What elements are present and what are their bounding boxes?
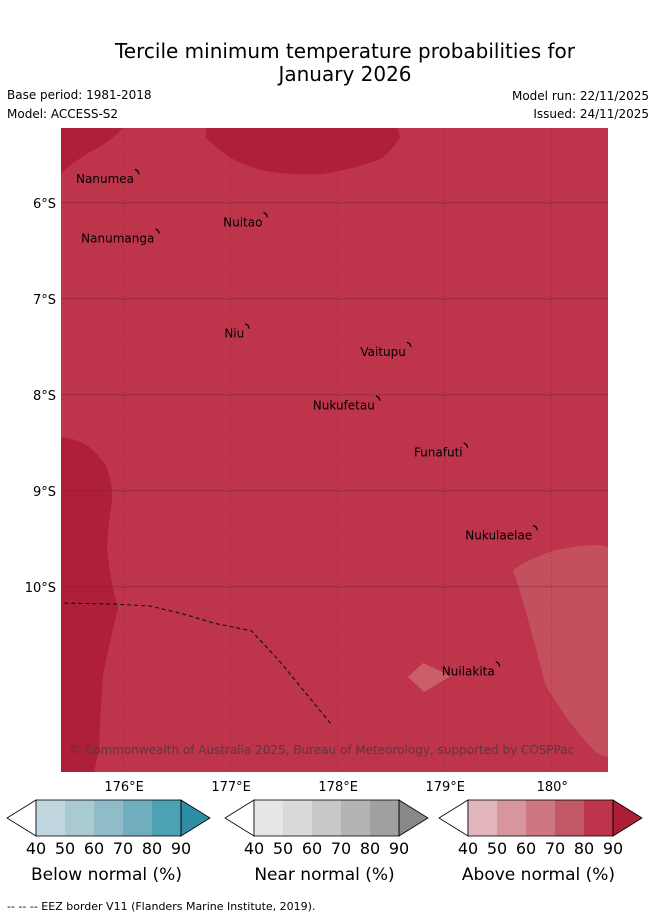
map-title-line-1: Tercile minimum temperature probabilitie…	[114, 39, 576, 63]
colorbar-frame	[253, 799, 400, 837]
colorbar-tick-label: 60	[516, 839, 536, 858]
island-marker	[244, 323, 250, 329]
colorbar-tick-label: 60	[302, 839, 322, 858]
colorbar-extend-low	[6, 799, 37, 837]
colorbar-tick-label: 50	[273, 839, 293, 858]
probability-region-patch	[408, 663, 451, 692]
colorbar-cell	[254, 800, 283, 836]
colorbar-cell	[312, 800, 341, 836]
colorbar-tick-label: 50	[487, 839, 507, 858]
colorbar-cell	[152, 800, 181, 836]
colorbar-extend-high	[398, 799, 429, 837]
lon-tick-label: 177°E	[211, 780, 251, 795]
colorbar-cell	[94, 800, 123, 836]
probability-region-top-left	[61, 128, 123, 173]
lat-tick-label: 7°S	[33, 293, 56, 308]
island-label: Nukulaelae	[465, 528, 532, 542]
island-label: Nanumanga	[81, 232, 154, 246]
colorbar-title: Below normal (%)	[31, 865, 182, 885]
colorbar: 40 50 60 70 80 90 Near normal (%)	[224, 799, 429, 885]
graticule	[61, 128, 608, 772]
colorbar-tick-label: 80	[142, 839, 162, 858]
colorbar-frame	[35, 799, 182, 837]
island-marker	[263, 211, 269, 218]
colorbar-cell	[65, 800, 94, 836]
copyright-notice: © Commonwealth of Australia 2025, Bureau…	[69, 743, 574, 757]
colorbar-extend-low	[224, 799, 255, 837]
probability-region-left	[61, 437, 118, 772]
island-label: Nuilakita	[442, 665, 495, 679]
colorbar: 40 50 60 70 80 90 Below normal (%)	[6, 799, 211, 885]
colorbar: 40 50 60 70 80 90 Above normal (%)	[438, 799, 643, 885]
lat-tick-label: 6°S	[33, 197, 56, 212]
colorbar-tick-label: 50	[55, 839, 75, 858]
colorbar-cell	[497, 800, 526, 836]
lon-tick-label: 176°E	[104, 780, 144, 795]
lat-tick-label: 8°S	[33, 389, 56, 404]
island-marker	[532, 524, 538, 531]
colorbar-cell	[555, 800, 584, 836]
island-label: Vaitupu	[360, 345, 406, 359]
lon-tick-label: 180°	[537, 780, 568, 795]
colorbar-extend-high	[612, 799, 643, 837]
lon-tick-label: 178°E	[318, 780, 358, 795]
colorbar-tick-label: 90	[603, 839, 623, 858]
colorbar-tick-label: 90	[171, 839, 191, 858]
island-marker	[375, 395, 381, 401]
colorbar-cell	[283, 800, 312, 836]
colorbar-extend-high	[180, 799, 211, 837]
island-marker	[495, 661, 501, 667]
colorbar-cell	[370, 800, 399, 836]
issued-date: Issued: 24/11/2025	[533, 107, 649, 121]
colorbar-tick-label: 80	[574, 839, 594, 858]
colorbar-extend-low	[438, 799, 469, 837]
colorbar-cell	[526, 800, 555, 836]
colorbar-cell	[584, 800, 613, 836]
lat-tick-label: 9°S	[33, 485, 56, 500]
colorbar-tick-label: 80	[360, 839, 380, 858]
island-label: Nuitao	[223, 215, 262, 229]
colorbar-title: Above normal (%)	[462, 865, 615, 885]
colorbar-cell	[36, 800, 65, 836]
colorbar-frame	[467, 799, 614, 837]
map-title-line-2: January 2026	[278, 62, 412, 86]
model-run: Model run: 22/11/2025	[511, 89, 649, 103]
colorbar-title: Near normal (%)	[254, 865, 394, 885]
colorbar-tick-label: 90	[389, 839, 409, 858]
probability-field-base	[61, 128, 608, 772]
island-marker	[134, 168, 140, 175]
colorbar-cell	[123, 800, 152, 836]
island-label: Niu	[224, 327, 244, 341]
colorbar-tick-label: 70	[545, 839, 565, 858]
colorbar-cell	[468, 800, 497, 836]
axis-ticks: 6°S 7°S 8°S 9°S 10°S 176°E 177°E 178°E 179°E 180°	[25, 197, 568, 795]
colorbar-tick-label: 60	[84, 839, 104, 858]
island-marker	[463, 442, 469, 448]
map-area: Nanumea Nuitao Nanumanga Niu Vaitupu Nukufeta…	[61, 128, 608, 772]
island-label: Nukufetau	[313, 399, 375, 413]
colorbars: 40 50 60 70 80 90 Below normal (%) 40 50 60 70 80 90…	[6, 799, 643, 885]
islands: Nanumea Nuitao Nanumanga Niu Vaitupu Nukufeta…	[76, 168, 538, 679]
map-title: Tercile minimum temperature probabilitie…	[0, 40, 655, 86]
colorbar-cell	[341, 800, 370, 836]
island-label: Funafuti	[414, 446, 463, 460]
colorbar-tick-label: 40	[26, 839, 46, 858]
colorbar-tick-label: 70	[331, 839, 351, 858]
probability-region-top	[206, 128, 400, 175]
island-marker	[406, 341, 412, 348]
base-period: Base period: 1981-2018	[7, 88, 152, 102]
island-label: Nanumea	[76, 172, 134, 186]
colorbar-tick-label: 40	[244, 839, 264, 858]
colorbar-tick-label: 40	[458, 839, 478, 858]
island-marker	[155, 228, 160, 234]
lat-tick-label: 10°S	[25, 581, 56, 596]
eez-footer-note: -- -- -- EEZ border V11 (Flanders Marine…	[7, 900, 316, 913]
lon-tick-label: 179°E	[425, 780, 465, 795]
colorbar-tick-label: 70	[113, 839, 133, 858]
model-name: Model: ACCESS-S2	[7, 107, 119, 121]
probability-region-right	[513, 545, 608, 757]
